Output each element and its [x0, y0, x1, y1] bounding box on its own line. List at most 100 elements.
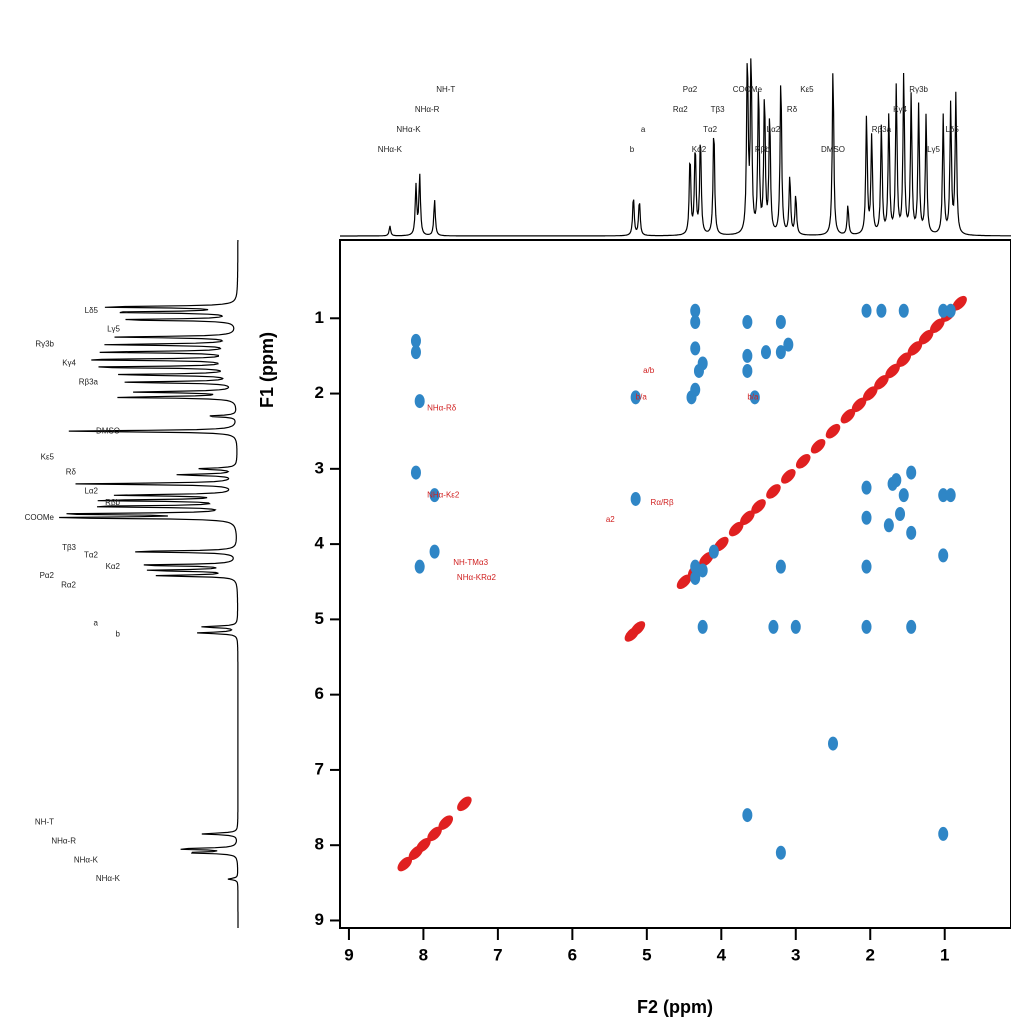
- peak: [630, 491, 641, 506]
- peak: [840, 408, 856, 424]
- peak: [690, 341, 701, 356]
- peak: [775, 315, 786, 330]
- peak-label: NH-T: [436, 85, 455, 94]
- peak: [898, 488, 909, 503]
- peak: [427, 826, 442, 842]
- left-spectrum: [59, 240, 239, 928]
- peak: [728, 521, 744, 537]
- peak-label: COOMe: [25, 513, 55, 522]
- peak-label: Tα2: [703, 125, 718, 134]
- peak: [429, 488, 440, 503]
- peak: [861, 510, 872, 525]
- top-spectrum: [340, 58, 1011, 237]
- peak-label: Kα2: [106, 562, 121, 571]
- peak-label: Kε5: [41, 453, 55, 462]
- peak: [906, 465, 917, 480]
- peak: [938, 488, 949, 503]
- x-tick-label: 5: [642, 945, 651, 964]
- peak-label: Rδ: [787, 105, 798, 114]
- peak: [690, 315, 701, 330]
- peak: [693, 363, 704, 378]
- peak: [410, 345, 421, 360]
- y-tick-label: 2: [315, 383, 324, 402]
- peak: [624, 627, 640, 642]
- map-label: NHα-KRα2: [457, 573, 497, 582]
- peak-label: COOMe: [733, 85, 763, 94]
- peak-label: Lα2: [767, 125, 781, 134]
- map-label: Rα/Rβ: [651, 498, 674, 507]
- peak: [414, 559, 425, 574]
- peak: [697, 619, 708, 634]
- peak: [414, 394, 425, 409]
- y-axis-label: F1 (ppm): [257, 332, 277, 408]
- peak-label: Tβ3: [711, 105, 725, 114]
- peak: [697, 563, 708, 578]
- peak: [760, 345, 771, 360]
- peak-label: Kε5: [800, 85, 814, 94]
- map-label: NHα-Kε2: [427, 490, 460, 499]
- peak-label: Lγ5: [927, 145, 940, 154]
- peak-label: NHα-R: [415, 105, 440, 114]
- plot-frame: [339, 239, 1011, 929]
- x-tick-label: 3: [791, 945, 800, 964]
- peak: [861, 619, 872, 634]
- peak: [410, 333, 421, 348]
- peak: [742, 315, 753, 330]
- peak: [457, 796, 472, 812]
- y-tick-label: 5: [315, 609, 324, 628]
- peak-label: NHα-R: [51, 837, 76, 846]
- peak-label: Rα2: [673, 105, 688, 114]
- peak-label: Pα2: [683, 85, 698, 94]
- x-tick-label: 9: [344, 945, 353, 964]
- peak: [945, 488, 956, 503]
- peak: [742, 348, 753, 363]
- peak-label: Rδ: [66, 468, 77, 477]
- peak-label: Lδ5: [85, 306, 99, 315]
- peak: [874, 374, 889, 390]
- peak: [740, 510, 755, 526]
- peak: [766, 484, 781, 499]
- peak: [676, 574, 692, 590]
- peak: [690, 570, 701, 585]
- peak-label: NH-T: [35, 818, 54, 827]
- y-tick-label: 8: [315, 835, 324, 854]
- peak-label: Kγ4: [893, 105, 907, 114]
- peak-label: b: [116, 630, 121, 639]
- y-tick-label: 3: [315, 458, 324, 477]
- peak-label: Rγ3b: [35, 340, 54, 349]
- y-tick-label: 9: [315, 910, 324, 929]
- peak-label: NHα-K: [96, 874, 121, 883]
- peak: [929, 318, 945, 334]
- peak: [708, 544, 719, 559]
- peak: [790, 619, 801, 634]
- peak: [952, 295, 967, 311]
- peak: [825, 423, 841, 439]
- peak: [781, 469, 796, 484]
- peak: [690, 303, 701, 318]
- peak: [742, 808, 753, 823]
- peak: [861, 480, 872, 495]
- peak: [938, 303, 949, 318]
- peak-label: Rβ3a: [79, 377, 99, 386]
- peak: [896, 352, 912, 367]
- x-tick-label: 7: [493, 945, 502, 964]
- peak: [887, 476, 898, 491]
- peak-label: Kα2: [692, 145, 707, 154]
- peak: [742, 363, 753, 378]
- map-label: b/a: [747, 392, 759, 401]
- peak-label: a: [94, 618, 99, 627]
- map-label: NHα-Rδ: [427, 404, 457, 413]
- x-tick-label: 2: [866, 945, 875, 964]
- peak-label: Rβb: [755, 145, 770, 154]
- peak: [918, 329, 934, 345]
- peak-label: NHα-K: [74, 855, 99, 864]
- peak: [895, 506, 906, 521]
- peak: [861, 303, 872, 318]
- peak: [851, 397, 867, 413]
- y-tick-label: 7: [315, 759, 324, 778]
- peak: [775, 345, 786, 360]
- y-tick-label: 4: [315, 534, 325, 553]
- peak: [408, 845, 424, 861]
- peak: [630, 390, 641, 405]
